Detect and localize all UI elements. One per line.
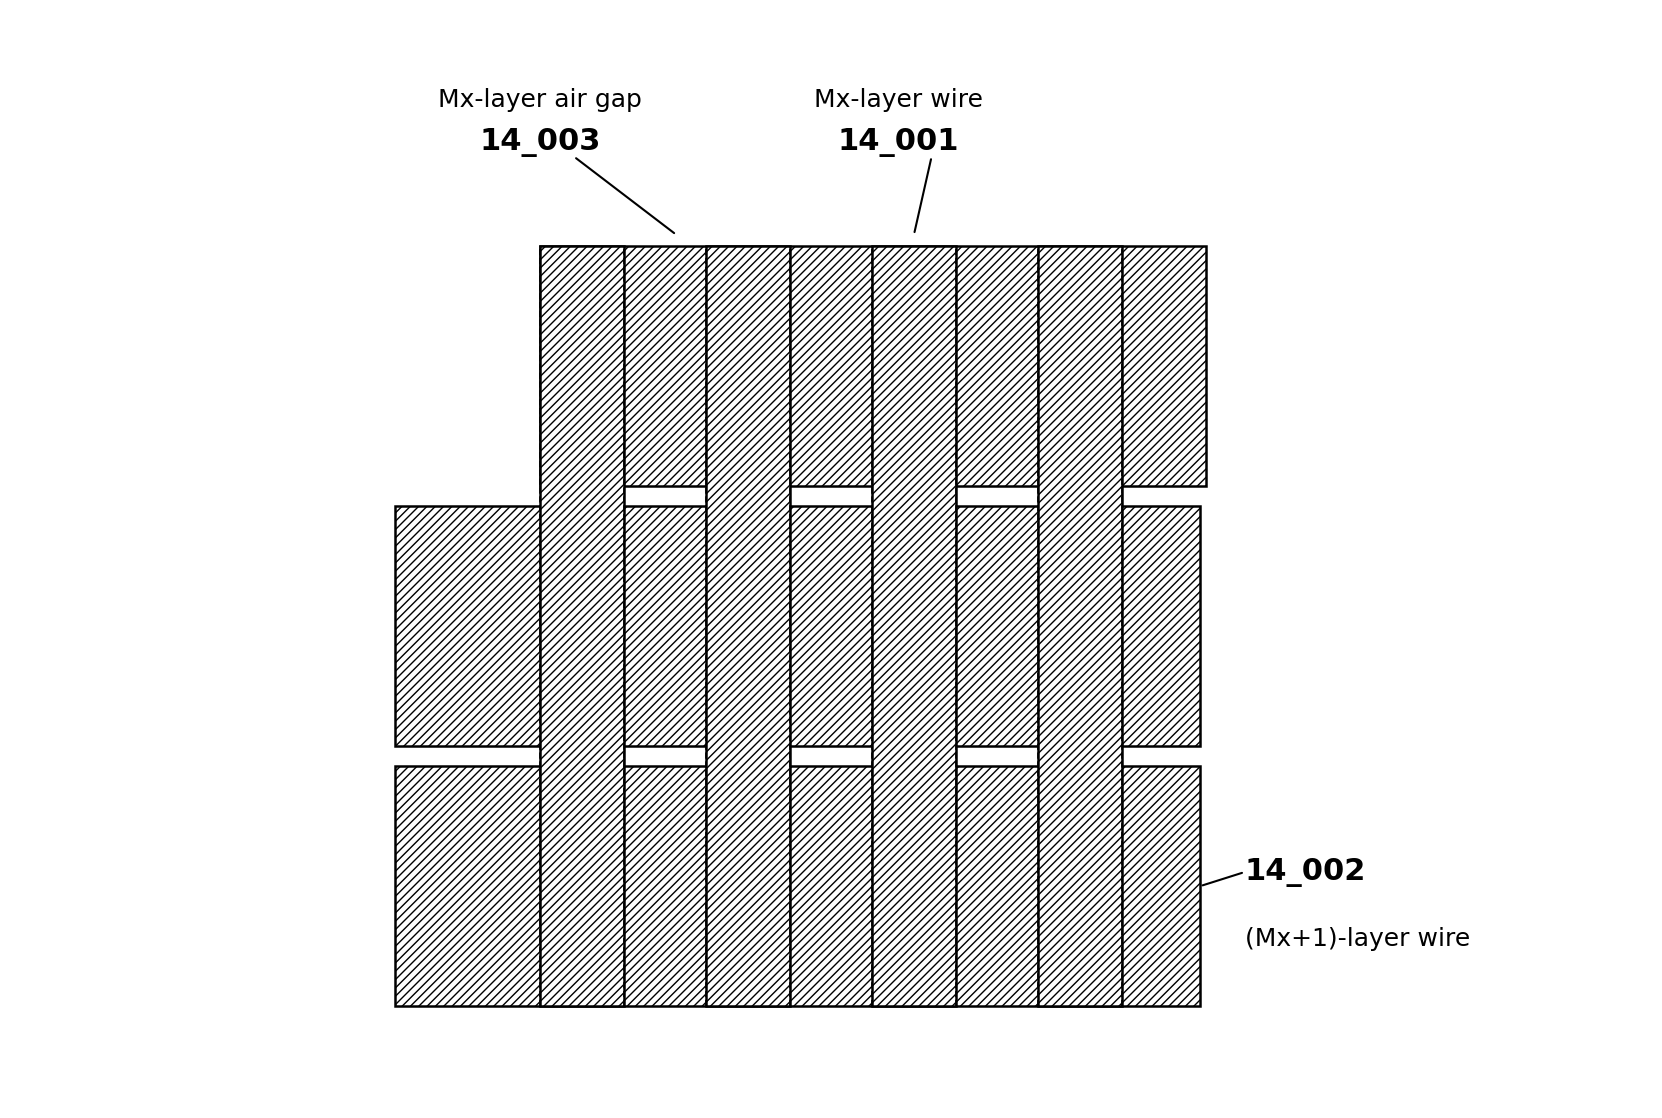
Text: 14_001: 14_001 bbox=[838, 127, 959, 157]
Text: 14_002: 14_002 bbox=[1245, 858, 1366, 887]
Bar bbox=[873, 246, 956, 1006]
Bar bbox=[1037, 246, 1122, 1006]
Bar bbox=[396, 766, 1200, 1006]
Bar bbox=[540, 246, 625, 1006]
Text: 14_003: 14_003 bbox=[480, 127, 602, 157]
Bar bbox=[396, 506, 1200, 746]
Bar bbox=[706, 246, 789, 1006]
Bar bbox=[540, 246, 1205, 486]
Text: Mx-layer wire: Mx-layer wire bbox=[814, 88, 982, 112]
Text: (Mx+1)-layer wire: (Mx+1)-layer wire bbox=[1245, 927, 1469, 951]
Text: Mx-layer air gap: Mx-layer air gap bbox=[439, 88, 642, 112]
